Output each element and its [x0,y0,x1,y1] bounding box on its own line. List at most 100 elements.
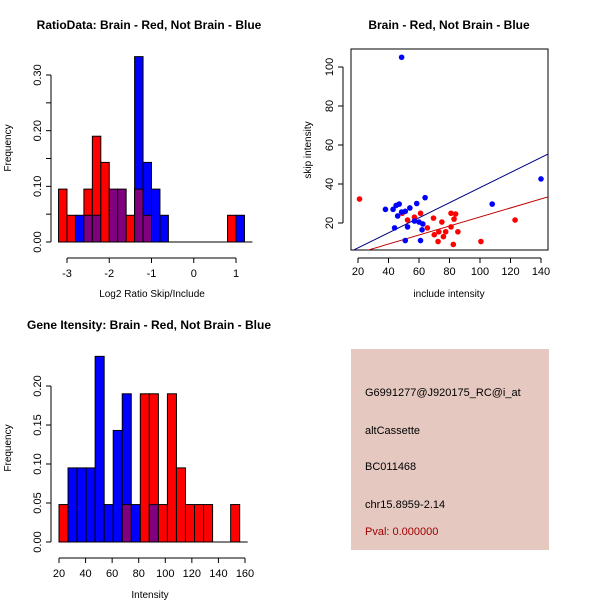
undefined-x-tick-label: 40 [79,568,91,580]
undefined-y-tick-label: 0.00 [32,231,44,252]
not-brain-point [402,208,409,215]
undefined-x-tick-label: 120 [183,568,201,580]
undefined-bar-brain [58,188,68,243]
undefined-x-tick-label: 140 [209,568,227,580]
brain-point [512,217,518,223]
undefined-y-tick-label: 0.10 [32,453,44,474]
brain-point [424,225,431,231]
brain-point [404,217,411,223]
scatter-x-tick-label: 100 [471,266,489,278]
not-brain-point [419,227,425,233]
brain-point [451,216,457,222]
not-brain-point [402,237,409,244]
undefined-bar-brain [203,504,214,543]
not-brain-regression-line [352,153,548,250]
brain-point [448,224,454,230]
brain-point [436,228,442,235]
not-brain-point [538,176,544,182]
scatter-x-tick-label: 20 [352,266,364,278]
scatter-y-tick-label: 40 [324,178,336,190]
scatter-xlabel: include intensity [413,289,484,300]
undefined-y-tick-label: 0.15 [32,414,44,435]
p-value: Pval: 0.000000 [365,526,439,538]
undefined-bar-brain [175,467,186,543]
brain-point [411,214,418,220]
undefined-bar-overlap [148,504,159,543]
ratio-histogram-xlabel: Log2 Ratio Skip/Include [99,289,205,300]
undefined-bar-overlap [121,504,132,543]
ratio-histogram-title: RatioData: Brain - Red, Not Brain - Blue [37,18,262,32]
undefined-bar-not-brain [112,429,123,543]
undefined-y-tick-label: 0.10 [32,176,44,197]
undefined-bar-brain [157,504,168,543]
scatter-y-tick-label: 100 [324,58,336,76]
undefined-bar-brain [139,393,150,543]
accession-id: BC011468 [365,461,417,473]
undefined-bar-brain [166,393,177,543]
brain-point [442,228,449,235]
scatter-x-tick-label: 40 [382,266,394,278]
scatter-panel: Brain - Red, Not Brain - Blue include in… [303,18,550,300]
probe-info-panel: G6991277@J920175_RC@i_at altCassette BC0… [351,349,549,550]
not-brain-point [489,201,496,207]
undefined-y-tick-label: 0.00 [32,531,44,552]
not-brain-point [407,205,413,211]
undefined-x-tick-label: -1 [147,268,157,280]
intensity-histogram-xlabel: Intensity [131,590,168,600]
not-brain-point [391,225,398,231]
scatter-plot-box [350,48,549,251]
undefined-bar-brain [100,161,110,243]
ratio-histogram-ylabel: Frequency [3,124,14,171]
intensity-histogram-ylabel: Frequency [3,424,14,471]
undefined-bar-not-brain [76,467,87,543]
not-brain-point [398,54,405,61]
not-brain-point [382,206,389,213]
undefined-x-tick-label: 80 [133,568,145,580]
brain-point [417,210,424,217]
brain-point [430,215,437,221]
undefined-bar-overlap [108,188,119,243]
undefined-y-tick-label: 0.30 [32,64,44,85]
not-brain-point [413,200,420,207]
scatter-y-tick-label: 60 [324,139,336,151]
not-brain-point [411,218,418,224]
undefined-x-tick-label: 20 [53,568,65,580]
undefined-x-tick-label: 0 [191,268,197,280]
brain-point [450,241,457,248]
scatter-y-tick-label: 20 [324,217,336,229]
undefined-bar-not-brain [85,467,96,543]
undefined-y-tick-label: 0.20 [32,375,44,396]
intensity-histogram-panel: Gene Itensity: Brain - Red, Not Brain - … [3,318,271,600]
undefined-bar-not-brain [94,355,105,543]
undefined-bar-not-brain [130,504,141,543]
not-brain-point [404,224,411,230]
undefined-y-tick-label: 0.05 [32,492,44,513]
brain-point [356,196,363,202]
undefined-bar-not-brain [151,188,161,243]
brain-point [478,238,484,245]
undefined-bar-not-brain [159,214,169,243]
probe-id: G6991277@J920175_RC@i_at [365,387,521,399]
not-brain-point [396,201,402,207]
undefined-x-tick-label: 100 [156,568,174,580]
intensity-histogram-title: Gene Itensity: Brain - Red, Not Brain - … [27,318,271,332]
undefined-bar-brain [125,214,136,243]
not-brain-point [422,194,428,201]
undefined-bar-overlap [91,214,102,243]
undefined-x-tick-label: 1 [233,268,239,280]
not-brain-point [394,213,401,219]
brain-point [452,211,459,217]
event-type: altCassette [365,425,421,437]
undefined-bar-brain [194,504,205,543]
brain-point [448,210,454,217]
undefined-bar-brain [184,504,196,543]
not-brain-point [417,237,424,244]
brain-point [439,219,445,225]
not-brain-point [420,221,426,227]
not-brain-point [390,206,396,213]
brain-point [431,231,438,238]
undefined-bar-brain [230,504,241,543]
undefined-bar-not-brain [67,467,78,543]
scatter-x-tick-label: 60 [413,266,425,278]
undefined-bar-overlap [142,214,153,243]
